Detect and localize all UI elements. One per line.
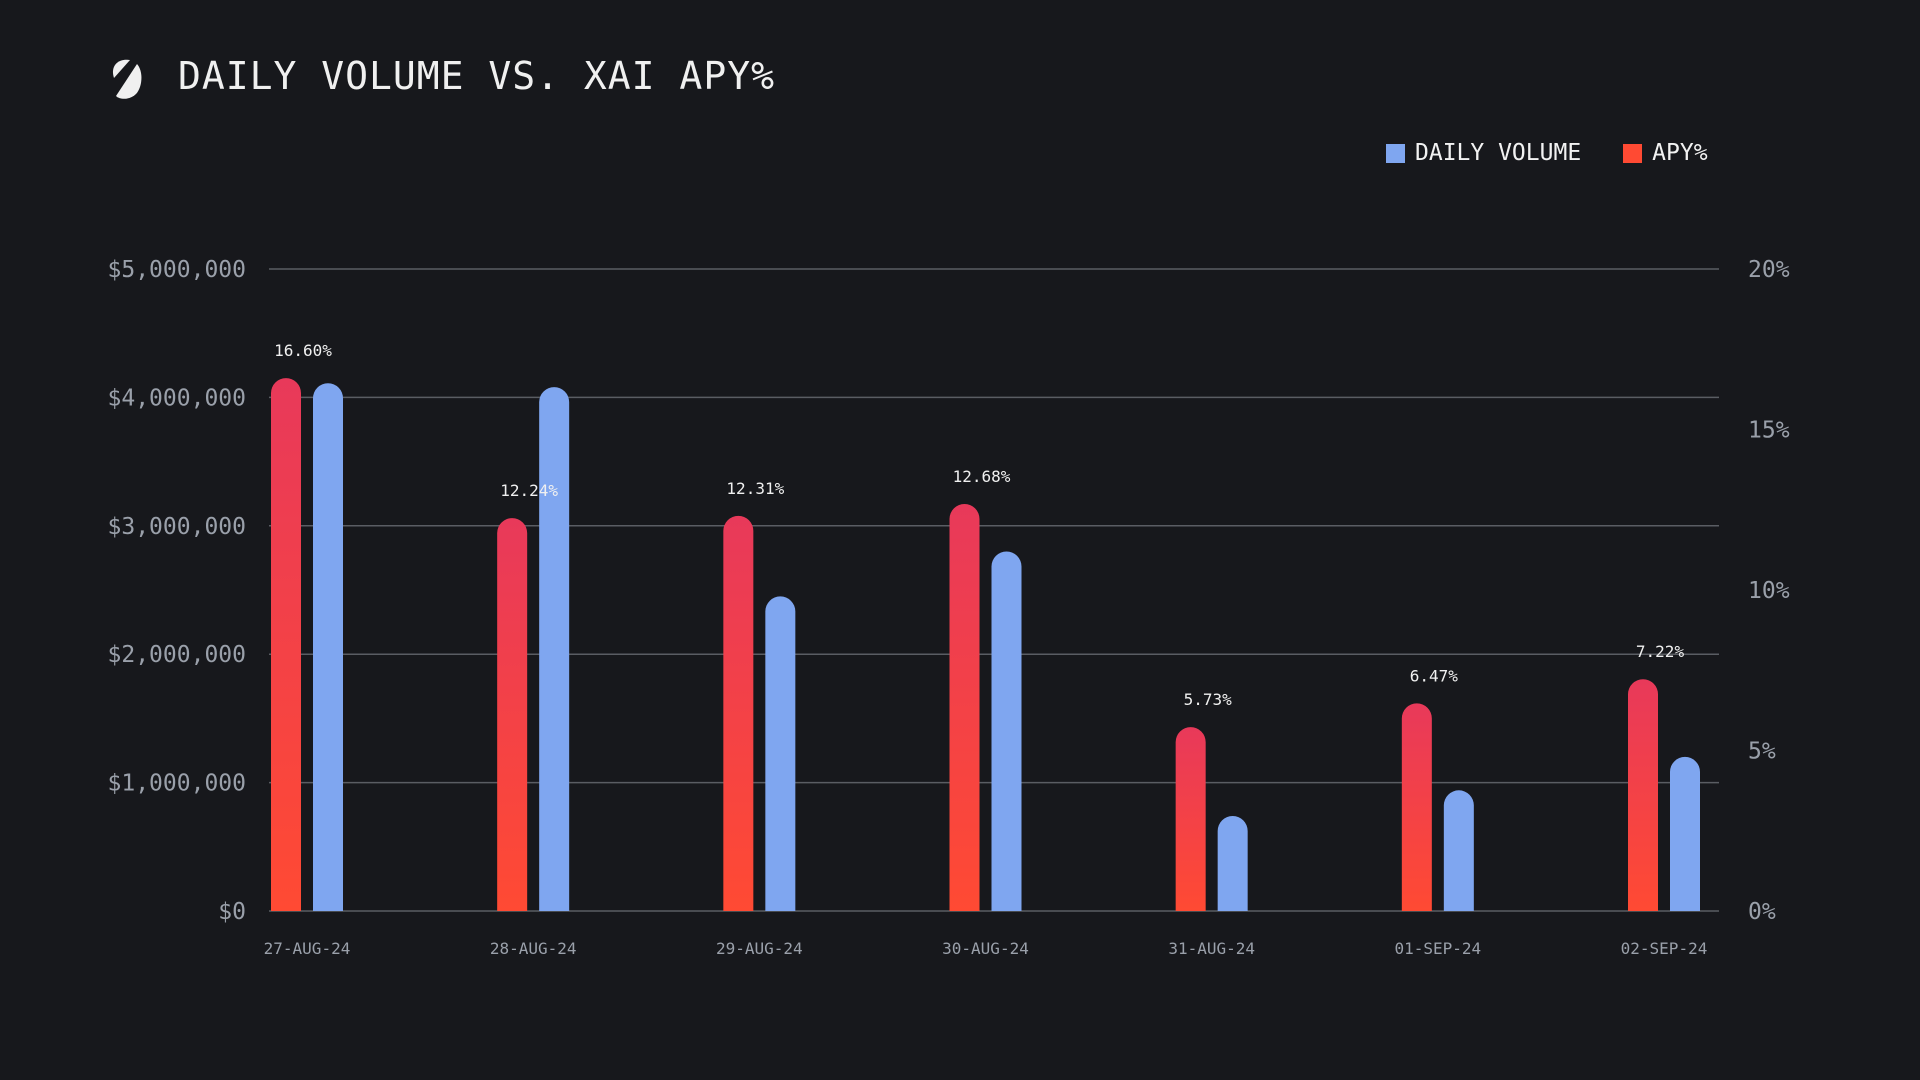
x-axis-tick: 27-AUG-24 <box>264 939 351 958</box>
apy-data-label: 12.31% <box>726 479 784 498</box>
legend-swatch-volume <box>1386 143 1405 163</box>
apy-bar <box>723 515 754 911</box>
legend-item-volume: DAILY VOLUME <box>1386 140 1581 166</box>
apy-bar <box>271 378 301 911</box>
left-axis-tick: $0 <box>218 899 246 925</box>
volume-bar <box>1217 815 1248 911</box>
left-axis-tick: $3,000,000 <box>108 514 246 540</box>
logo-icon <box>112 59 142 99</box>
apy-bar <box>949 503 980 911</box>
x-axis-tick: 01-SEP-24 <box>1394 939 1481 958</box>
apy-bar <box>1175 727 1206 911</box>
chart-title: DAILY VOLUME VS. XAI APY% <box>178 54 775 98</box>
legend-item-apy: APY% <box>1623 140 1708 166</box>
legend-label-volume: DAILY VOLUME <box>1415 140 1582 166</box>
x-axis-tick: 29-AUG-24 <box>716 939 803 958</box>
left-axis-tick: $2,000,000 <box>108 642 246 668</box>
volume-bar <box>1443 790 1474 911</box>
legend-label-apy: APY% <box>1652 140 1708 166</box>
apy-bar <box>1628 679 1658 911</box>
volume-bar <box>539 387 570 911</box>
left-axis-tick: $4,000,000 <box>108 385 246 411</box>
apy-data-label: 12.24% <box>500 481 558 500</box>
right-axis-tick: 15% <box>1748 418 1790 444</box>
x-axis-tick: 30-AUG-24 <box>942 939 1029 958</box>
left-axis-tick: $5,000,000 <box>108 257 246 283</box>
apy-data-label: 5.73% <box>1184 690 1233 709</box>
volume-bar <box>313 383 343 912</box>
x-axis-tick: 31-AUG-24 <box>1168 939 1255 958</box>
apy-data-label: 6.47% <box>1410 666 1459 685</box>
volume-bar <box>765 596 796 911</box>
volume-bar <box>991 551 1022 911</box>
left-axis-tick: $1,000,000 <box>108 771 246 797</box>
apy-data-label: 7.22% <box>1636 642 1685 661</box>
x-axis-tick: 02-SEP-24 <box>1621 939 1708 958</box>
apy-data-label: 12.68% <box>953 467 1011 486</box>
legend: DAILY VOLUME APY% <box>1386 140 1708 166</box>
right-axis-tick: 5% <box>1748 739 1776 765</box>
right-axis-tick: 20% <box>1748 257 1790 283</box>
apy-bar <box>1401 703 1432 911</box>
x-axis-tick: 28-AUG-24 <box>490 939 577 958</box>
right-axis-tick: 0% <box>1748 899 1776 925</box>
legend-swatch-apy <box>1623 143 1643 163</box>
apy-data-label: 16.60% <box>274 341 332 360</box>
volume-bar <box>1670 756 1700 911</box>
apy-bar <box>497 518 528 911</box>
right-axis-tick: 10% <box>1748 578 1790 604</box>
